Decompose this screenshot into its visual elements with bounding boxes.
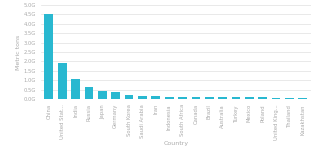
Bar	[165, 96, 174, 99]
Bar	[285, 97, 294, 99]
Bar	[98, 91, 107, 99]
Bar	[272, 97, 280, 99]
Bar	[84, 87, 93, 99]
Bar	[111, 92, 120, 99]
Bar	[138, 96, 147, 99]
Bar	[192, 97, 200, 99]
Bar	[151, 96, 160, 99]
Bar	[178, 97, 187, 99]
Bar	[232, 97, 240, 99]
Bar	[258, 97, 267, 99]
Y-axis label: Metric tons: Metric tons	[16, 34, 21, 70]
X-axis label: Country: Country	[163, 141, 188, 146]
Bar	[299, 98, 307, 99]
Bar	[45, 14, 53, 99]
Bar	[245, 97, 254, 99]
Bar	[205, 97, 214, 99]
Bar	[218, 97, 227, 99]
Bar	[71, 79, 80, 99]
Bar	[125, 95, 133, 99]
Bar	[58, 63, 67, 99]
